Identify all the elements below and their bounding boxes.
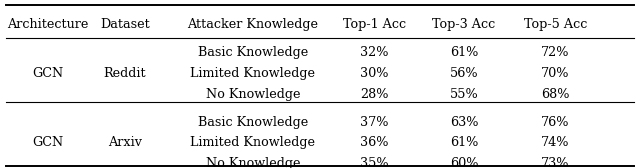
Text: GCN: GCN — [33, 67, 63, 80]
Text: 56%: 56% — [450, 67, 478, 80]
Text: 28%: 28% — [360, 88, 388, 101]
Text: Reddit: Reddit — [104, 67, 146, 80]
Text: Dataset: Dataset — [100, 18, 150, 31]
Text: Arxiv: Arxiv — [108, 136, 142, 149]
Text: Architecture: Architecture — [7, 18, 89, 31]
Text: 32%: 32% — [360, 46, 388, 59]
Text: 55%: 55% — [450, 88, 478, 101]
Text: 73%: 73% — [541, 157, 570, 168]
Text: 72%: 72% — [541, 46, 570, 59]
Text: GCN: GCN — [33, 136, 63, 149]
Text: 70%: 70% — [541, 67, 570, 80]
Text: Basic Knowledge: Basic Knowledge — [198, 46, 308, 59]
Text: 37%: 37% — [360, 116, 388, 129]
Text: 63%: 63% — [450, 116, 478, 129]
Text: 74%: 74% — [541, 136, 570, 149]
Text: Top-5 Acc: Top-5 Acc — [524, 18, 588, 31]
Text: Attacker Knowledge: Attacker Knowledge — [188, 18, 318, 31]
Text: Basic Knowledge: Basic Knowledge — [198, 116, 308, 129]
Text: 60%: 60% — [450, 157, 478, 168]
Text: 35%: 35% — [360, 157, 388, 168]
Text: 76%: 76% — [541, 116, 570, 129]
Text: Top-1 Acc: Top-1 Acc — [343, 18, 406, 31]
Text: Limited Knowledge: Limited Knowledge — [190, 67, 316, 80]
Text: No Knowledge: No Knowledge — [205, 157, 300, 168]
Text: 68%: 68% — [541, 88, 570, 101]
Text: 61%: 61% — [450, 136, 478, 149]
Text: 61%: 61% — [450, 46, 478, 59]
Text: No Knowledge: No Knowledge — [205, 88, 300, 101]
Text: 30%: 30% — [360, 67, 388, 80]
Text: 36%: 36% — [360, 136, 388, 149]
Text: Top-3 Acc: Top-3 Acc — [433, 18, 495, 31]
Text: Limited Knowledge: Limited Knowledge — [190, 136, 316, 149]
